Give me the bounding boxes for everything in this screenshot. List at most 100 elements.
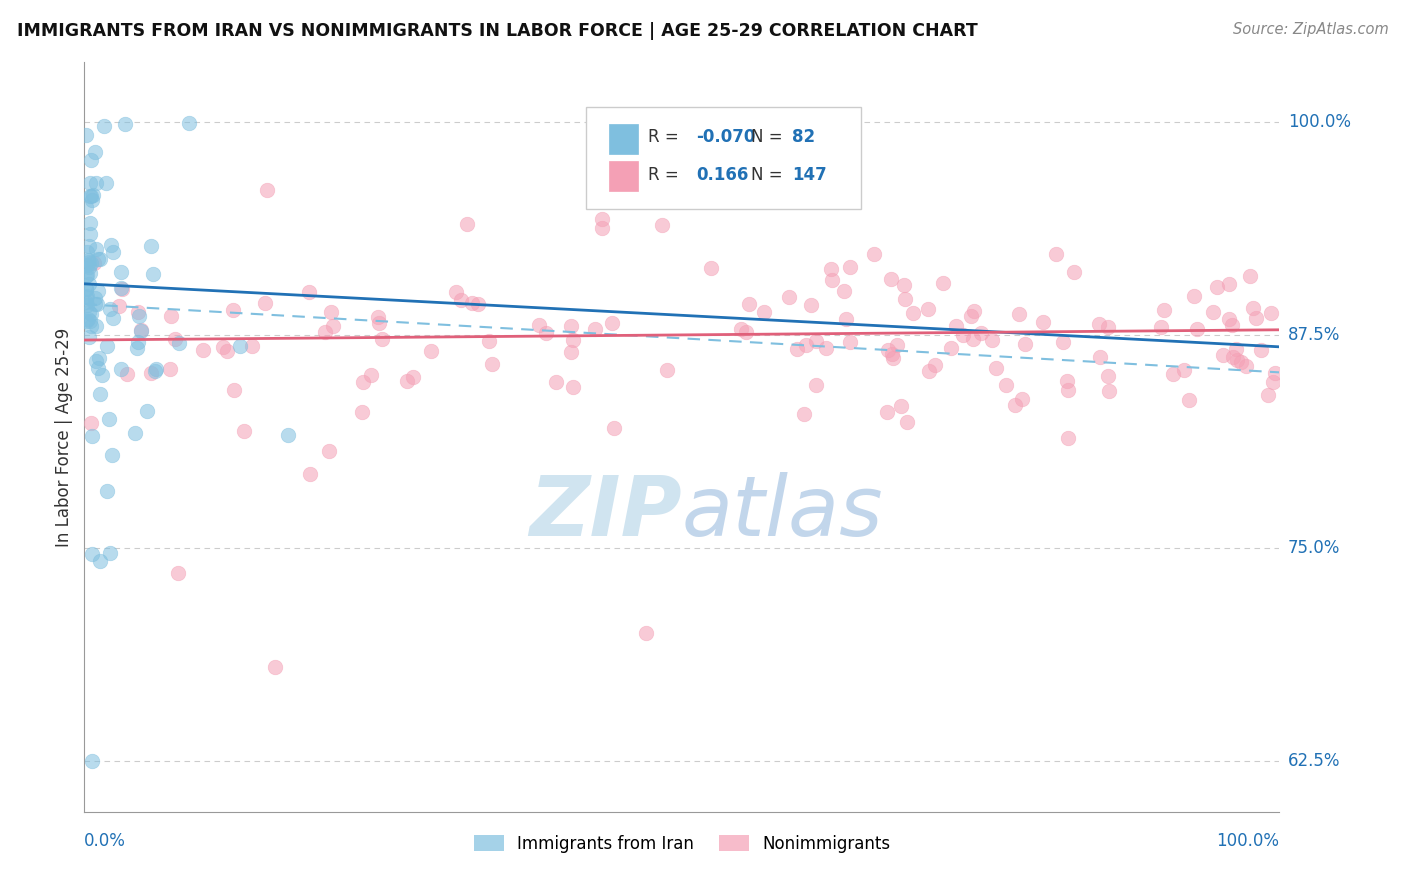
Point	[76, 244, 98, 259]
Point	[1057, 384, 1080, 398]
Point	[1153, 302, 1175, 317]
Point	[1226, 353, 1249, 368]
Point	[962, 304, 984, 318]
Point	[1225, 343, 1247, 357]
Point	[318, 443, 340, 458]
Point	[240, 338, 263, 352]
Point	[80, 307, 103, 321]
Point	[80, 319, 103, 334]
Point	[77, 329, 100, 343]
Point	[1014, 337, 1036, 351]
Point	[314, 325, 336, 339]
Point	[111, 282, 134, 296]
Point	[256, 183, 278, 197]
Point	[890, 400, 912, 414]
Text: 0.0%: 0.0%	[84, 832, 127, 850]
Point	[77, 254, 100, 268]
Point	[82, 754, 104, 768]
Point	[562, 333, 585, 347]
Point	[360, 368, 382, 382]
Point	[839, 260, 862, 274]
Point	[839, 334, 862, 349]
Text: 62.5%: 62.5%	[1288, 752, 1340, 770]
Point	[1097, 320, 1119, 334]
Point	[651, 218, 673, 232]
Text: ZIP: ZIP	[529, 472, 682, 552]
Point	[229, 339, 252, 353]
Point	[986, 360, 1008, 375]
Point	[115, 368, 138, 382]
Point	[1260, 306, 1282, 320]
Point	[1264, 367, 1286, 381]
Point	[1218, 312, 1240, 326]
FancyBboxPatch shape	[609, 161, 638, 192]
Point	[800, 298, 823, 312]
Point	[886, 338, 908, 352]
Point	[1057, 431, 1080, 445]
Point	[75, 282, 97, 296]
Point	[80, 189, 103, 203]
Point	[79, 176, 101, 190]
Point	[98, 302, 121, 317]
Point	[159, 362, 181, 376]
Point	[1239, 269, 1261, 284]
Point	[371, 332, 394, 346]
Point	[108, 299, 131, 313]
Point	[75, 282, 97, 296]
Text: 87.5%: 87.5%	[1288, 326, 1340, 344]
Text: 82: 82	[792, 128, 815, 146]
Point	[75, 200, 97, 214]
Text: 75.0%: 75.0%	[1288, 539, 1340, 557]
Point	[815, 341, 838, 355]
Point	[700, 260, 723, 275]
Point	[1173, 363, 1195, 377]
Legend: Immigrants from Iran, Nonimmigrants: Immigrants from Iran, Nonimmigrants	[467, 829, 897, 860]
Text: IMMIGRANTS FROM IRAN VS NONIMMIGRANTS IN LABOR FORCE | AGE 25-29 CORRELATION CHA: IMMIGRANTS FROM IRAN VS NONIMMIGRANTS IN…	[17, 22, 977, 40]
Point	[127, 334, 149, 349]
Point	[560, 344, 582, 359]
Point	[84, 292, 107, 306]
Point	[738, 296, 761, 310]
Point	[970, 326, 993, 340]
Point	[76, 298, 98, 312]
Point	[76, 268, 98, 283]
Point	[79, 314, 101, 328]
Point	[75, 314, 97, 328]
Point	[1257, 388, 1279, 402]
Point	[77, 311, 100, 326]
Point	[657, 363, 679, 377]
Point	[994, 378, 1017, 392]
Point	[862, 247, 884, 261]
Point	[212, 340, 235, 354]
Text: 0.166: 0.166	[696, 166, 748, 185]
Point	[160, 309, 183, 323]
Point	[1007, 307, 1029, 321]
Point	[87, 252, 110, 266]
Point	[79, 216, 101, 230]
Point	[222, 383, 245, 397]
Point	[103, 310, 125, 325]
Text: 100.0%: 100.0%	[1216, 832, 1279, 850]
Point	[79, 266, 101, 280]
Point	[1230, 355, 1253, 369]
Point	[110, 265, 132, 279]
Point	[75, 290, 97, 304]
Point	[79, 227, 101, 241]
Point	[80, 547, 103, 561]
Point	[939, 342, 962, 356]
Point	[591, 211, 613, 226]
Point	[821, 272, 844, 286]
Point	[254, 295, 277, 310]
Point	[527, 318, 550, 332]
Point	[352, 375, 374, 389]
Point	[298, 467, 321, 481]
Point	[1161, 367, 1184, 381]
Point	[221, 303, 243, 318]
Point	[163, 332, 186, 346]
Point	[367, 310, 389, 325]
Point	[94, 176, 117, 190]
Point	[77, 277, 100, 291]
Point	[1063, 265, 1085, 279]
Text: Source: ZipAtlas.com: Source: ZipAtlas.com	[1233, 22, 1389, 37]
Point	[1004, 398, 1026, 412]
